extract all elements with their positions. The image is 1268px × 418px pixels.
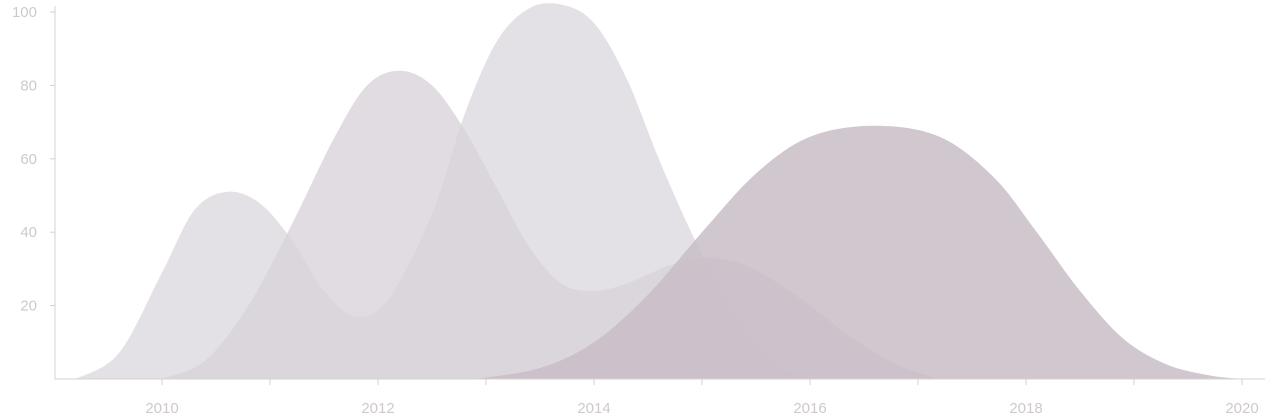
y-tick-label: 100 — [12, 4, 37, 21]
y-tick-label: 80 — [20, 77, 37, 94]
x-tick-group: 2010 2012 2014 2016 2018 2020 — [145, 379, 1259, 417]
x-tick-label: 2016 — [793, 400, 826, 417]
x-tick-label: 2012 — [361, 400, 394, 417]
y-tick-label: 40 — [20, 224, 37, 241]
area-series-group — [75, 3, 1242, 380]
y-tick-label: 20 — [20, 298, 37, 315]
y-tick-label: 60 — [20, 151, 37, 168]
x-tick-label: 2020 — [1225, 400, 1258, 417]
axes-group — [54, 6, 1265, 380]
area-series-3 — [475, 125, 1242, 380]
x-tick-label: 2014 — [577, 400, 610, 417]
x-tick-label: 2018 — [1009, 400, 1042, 417]
y-tick-group: 20 40 60 80 100 — [12, 4, 55, 315]
x-tick-label: 2010 — [145, 400, 178, 417]
